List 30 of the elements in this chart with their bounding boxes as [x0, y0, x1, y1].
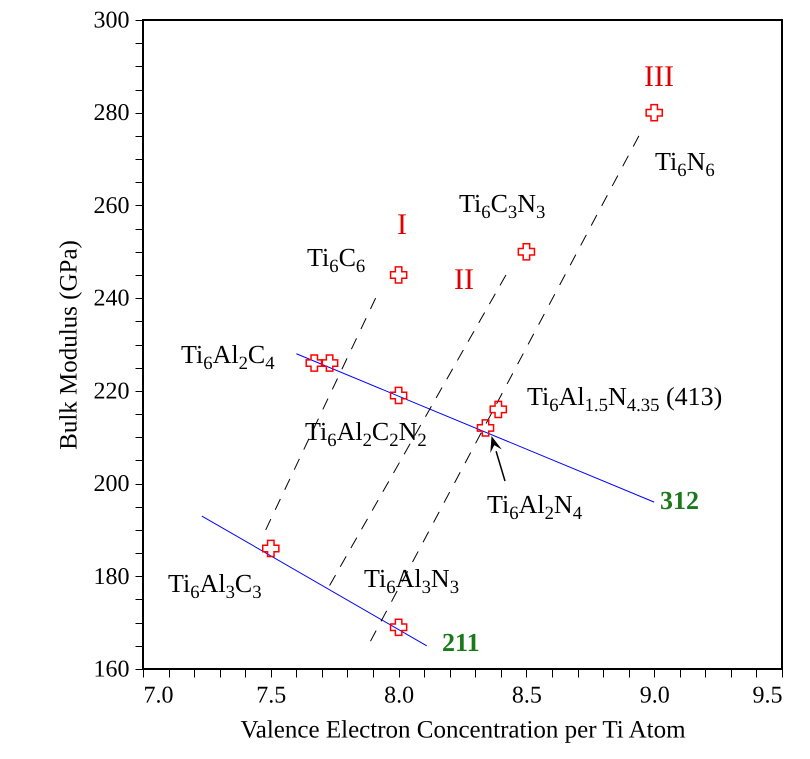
y-tick-label: 180	[94, 564, 130, 590]
y-tick-label: 240	[94, 286, 130, 312]
x-tick-label: 8.5	[512, 682, 542, 708]
annotation: Ti$_{6}$Al$_{3}$N$_{3}$	[364, 564, 460, 598]
x-tick-label: 7.0	[144, 682, 174, 708]
annotation: Ti$_{6}$Al$_{2}$N$_{4}$	[487, 490, 583, 524]
y-tick-label: 280	[94, 100, 130, 126]
annotation: 312	[660, 486, 699, 515]
y-axis-title: Bulk Modulus (GPa)	[56, 240, 82, 450]
y-tick-label: 300	[94, 8, 130, 34]
annotation: Ti$_{6}$C$_{3}$N$_{3}$	[459, 189, 546, 223]
x-axis-title: Valence Electron Concentration per Ti Atom	[240, 716, 686, 744]
y-tick-label: 260	[94, 192, 130, 219]
x-tick-label: 9.5	[752, 682, 782, 708]
annotation: Ti$_{6}$N$_{6}$	[655, 147, 715, 181]
y-tick-label: 220	[94, 378, 130, 404]
x-tick-label: 9.0	[640, 682, 670, 708]
annotation: Ti$_{6}$Al$_{2}$C$_{2}$N$_{2}$	[305, 417, 427, 451]
annotation: Ti$_{6}$Al$_{2}$C$_{4}$	[181, 340, 276, 374]
annotation: II	[454, 263, 474, 296]
annotation: 211	[442, 628, 480, 657]
annotation: Ti$_{6}$Al$_{3}$C$_{3}$	[168, 569, 262, 603]
y-tick-label: 160	[94, 656, 130, 682]
annotation: III	[644, 60, 674, 93]
y-tick-label: 200	[94, 471, 130, 498]
x-tick-label: 8.0	[384, 682, 414, 708]
x-tick-label: 7.5	[256, 682, 286, 708]
annotation: Ti$_{6}$C$_{6}$	[307, 243, 366, 277]
annotation: I	[397, 208, 407, 241]
annotation: Ti$_{6}$Al$_{1.5}$N$_{4.35}$ (413)	[527, 382, 722, 416]
